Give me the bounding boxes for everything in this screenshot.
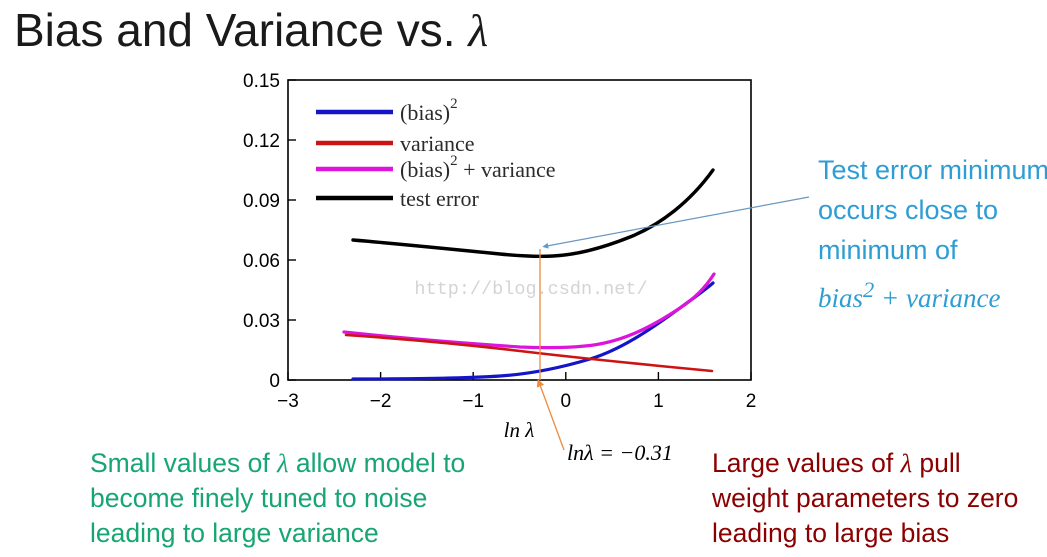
svg-text:ln λ: ln λ	[504, 418, 535, 442]
svg-text:(bias)2 + variance: (bias)2 + variance	[400, 153, 556, 182]
svg-text:0.12: 0.12	[243, 131, 280, 152]
svg-text:−2: −2	[370, 391, 392, 412]
svg-text:1: 1	[653, 391, 664, 412]
svg-text:http://blog.csdn.net/: http://blog.csdn.net/	[414, 279, 647, 300]
svg-text:test error: test error	[400, 186, 479, 211]
svg-text:0.15: 0.15	[243, 71, 280, 92]
svg-text:−1: −1	[462, 391, 484, 412]
svg-text:2: 2	[746, 391, 757, 412]
svg-text:variance: variance	[400, 131, 475, 156]
svg-text:0.03: 0.03	[243, 311, 280, 332]
svg-text:lnλ = −0.31: lnλ = −0.31	[567, 440, 673, 465]
svg-text:−3: −3	[277, 391, 299, 412]
svg-text:0.06: 0.06	[243, 251, 280, 272]
svg-text:0: 0	[269, 371, 280, 392]
svg-text:0: 0	[561, 391, 572, 412]
svg-text:0.09: 0.09	[243, 191, 280, 212]
svg-text:(bias)2: (bias)2	[400, 96, 458, 125]
